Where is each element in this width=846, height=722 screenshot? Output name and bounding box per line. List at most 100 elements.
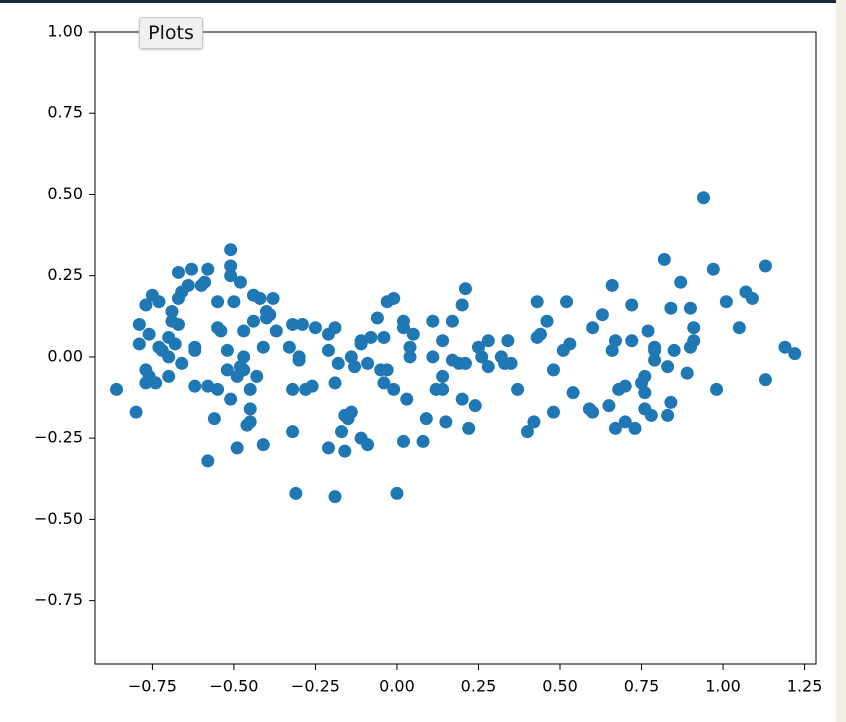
point — [263, 308, 277, 322]
point — [758, 373, 772, 387]
point — [171, 317, 185, 331]
point — [527, 415, 541, 429]
point — [286, 425, 300, 439]
point — [132, 317, 146, 331]
point — [361, 438, 375, 452]
point — [788, 347, 802, 361]
point — [328, 376, 342, 390]
point — [338, 444, 352, 458]
point — [644, 408, 658, 422]
point — [687, 334, 701, 348]
point — [710, 382, 724, 396]
point — [426, 350, 440, 364]
point — [377, 330, 391, 344]
point — [436, 382, 450, 396]
point — [142, 327, 156, 341]
point — [139, 298, 153, 312]
point — [674, 275, 688, 289]
point — [648, 353, 662, 367]
y-tick-label: 0.00 — [47, 346, 83, 365]
point — [468, 399, 482, 413]
point — [181, 278, 195, 292]
point — [162, 369, 176, 383]
x-tick-label: 1.25 — [787, 677, 823, 696]
point — [335, 425, 349, 439]
x-tick-label: 0.50 — [542, 677, 578, 696]
y-tick-label: 0.25 — [47, 265, 83, 284]
point — [481, 334, 495, 348]
point — [608, 421, 622, 435]
x-tick-label: 0.75 — [624, 677, 660, 696]
point — [233, 275, 247, 289]
point — [168, 337, 182, 351]
point — [220, 363, 234, 377]
point — [354, 334, 368, 348]
y-tick-label: 1.00 — [47, 22, 83, 41]
point — [165, 304, 179, 318]
point — [269, 324, 283, 338]
point — [618, 379, 632, 393]
point — [680, 366, 694, 380]
point — [540, 314, 554, 328]
x-tick-label: 1.00 — [705, 677, 741, 696]
point — [732, 321, 746, 335]
point — [745, 291, 759, 305]
point — [321, 343, 335, 357]
point — [436, 369, 450, 383]
x-tick-label: −0.50 — [209, 677, 258, 696]
point — [625, 334, 639, 348]
point — [289, 486, 303, 500]
point — [638, 386, 652, 400]
point — [439, 415, 453, 429]
point — [661, 360, 675, 374]
point — [243, 415, 257, 429]
point — [387, 382, 401, 396]
point — [220, 343, 234, 357]
point — [638, 369, 652, 383]
point — [390, 486, 404, 500]
point — [361, 356, 375, 370]
point — [282, 340, 296, 354]
point — [162, 350, 176, 364]
point — [403, 340, 417, 354]
plots-button[interactable]: Plots — [139, 17, 203, 49]
point — [400, 392, 414, 406]
point — [387, 291, 401, 305]
point — [504, 356, 518, 370]
point — [406, 327, 420, 341]
point — [475, 350, 489, 364]
point — [224, 392, 238, 406]
point — [458, 282, 472, 296]
point — [243, 402, 257, 416]
point — [129, 405, 143, 419]
point — [253, 291, 267, 305]
point — [198, 275, 212, 289]
point — [416, 434, 430, 448]
point — [511, 382, 525, 396]
point — [455, 392, 469, 406]
point — [132, 337, 146, 351]
point — [224, 269, 238, 283]
point — [201, 262, 215, 276]
point — [175, 356, 189, 370]
y-tick-label: 0.75 — [47, 103, 83, 122]
point — [462, 421, 476, 435]
point — [706, 262, 720, 276]
point — [237, 324, 251, 338]
point — [546, 405, 560, 419]
point — [377, 376, 391, 390]
point — [625, 298, 639, 312]
point — [110, 382, 124, 396]
point — [237, 363, 251, 377]
point — [419, 412, 433, 426]
point — [403, 350, 417, 364]
point — [328, 321, 342, 335]
point — [481, 360, 495, 374]
point — [214, 324, 228, 338]
point — [719, 295, 733, 309]
y-tick-label: −0.50 — [34, 509, 83, 528]
point — [256, 438, 270, 452]
x-tick-label: −0.25 — [291, 677, 340, 696]
point — [171, 265, 185, 279]
